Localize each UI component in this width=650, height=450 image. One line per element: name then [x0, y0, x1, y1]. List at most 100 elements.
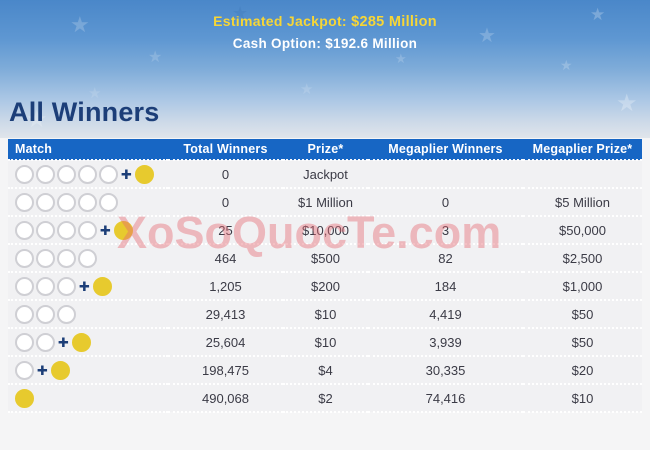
total-winners-cell: 490,068 [202, 390, 249, 406]
megaplier-winners-cell: 3,939 [429, 334, 462, 350]
match-cell: ✚ [8, 272, 168, 300]
table-row: ✚ 25,604 $10 3,939 $50 [8, 328, 642, 356]
table-row: 0 $1 Million 0 $5 Million [8, 188, 642, 216]
prize-cell: Jackpot [303, 166, 348, 182]
megaplier-winners-cell: 82 [438, 250, 453, 266]
white-ball-icon [36, 248, 55, 268]
match-balls: ✚ [15, 276, 168, 296]
megaplier-winners-cell [368, 160, 523, 188]
cash-option-label: Cash Option: [232, 36, 322, 51]
match-cell [8, 300, 168, 328]
megaplier-winners-cell: 184 [434, 278, 457, 294]
white-ball-icon [57, 192, 76, 212]
match-balls: ✚ [15, 220, 168, 240]
prize-cell: $4 [318, 362, 333, 378]
header-match: Match [8, 139, 168, 160]
header-megaplier-winners: Megaplier Winners [368, 139, 523, 160]
hero-banner: ★ ★ ★ ★ ★ ★ ★ ★ ★ ★ ★ Estimated Jackpot:… [0, 0, 650, 138]
white-ball-icon [15, 164, 34, 184]
white-ball-icon [36, 304, 55, 324]
plus-icon: ✚ [58, 334, 69, 350]
star-icon: ★ [395, 51, 407, 66]
match-balls [15, 388, 168, 408]
prize-cell: $10 [314, 306, 337, 322]
white-ball-icon [57, 304, 76, 324]
white-ball-icon [57, 220, 76, 240]
match-balls [15, 304, 168, 324]
prize-cell: $10,000 [302, 222, 349, 238]
winners-table-container: Match Total Winners Prize* Megaplier Win… [8, 139, 642, 413]
table-row: 29,413 $10 4,419 $50 [8, 300, 642, 328]
megaplier-prize-cell [523, 160, 642, 188]
white-ball-icon [15, 304, 34, 324]
megaplier-prize-cell: $2,500 [562, 250, 603, 266]
white-ball-icon [36, 220, 55, 240]
table-row: ✚ 198,475 $4 30,335 $20 [8, 356, 642, 384]
white-ball-icon [36, 164, 55, 184]
white-ball-icon [99, 192, 118, 212]
white-ball-icon [78, 220, 97, 240]
white-ball-icon [15, 360, 34, 380]
match-balls: ✚ [15, 332, 168, 352]
megaplier-prize-cell: $5 Million [555, 194, 610, 210]
white-ball-icon [78, 248, 97, 268]
total-winners-cell: 0 [221, 166, 230, 182]
table-row: 464 $500 82 $2,500 [8, 244, 642, 272]
estimated-jackpot-label: Estimated Jackpot: [213, 13, 347, 29]
white-ball-icon [15, 332, 34, 352]
megaplier-winners-cell: 74,416 [425, 390, 466, 406]
white-ball-icon [57, 276, 76, 296]
total-winners-cell: 25 [218, 222, 233, 238]
megaplier-prize-cell: $50 [571, 306, 594, 322]
total-winners-cell: 0 [221, 194, 230, 210]
megaplier-winners-cell: 4,419 [429, 306, 462, 322]
match-cell [8, 384, 168, 412]
mega-ball-icon [113, 220, 133, 240]
white-ball-icon [15, 276, 34, 296]
white-ball-icon [78, 192, 97, 212]
table-row: ✚ 25 $10,000 3 $50,000 [8, 216, 642, 244]
white-ball-icon [36, 192, 55, 212]
mega-ball-icon [71, 332, 91, 352]
prize-cell: $200 [311, 278, 340, 294]
megaplier-prize-cell: $10 [571, 390, 594, 406]
plus-icon: ✚ [100, 222, 111, 238]
prize-cell: $1 Million [298, 194, 353, 210]
winners-table-body: ✚ 0 Jackpot 0 $1 Million 0 $5 Million ✚ 25 $10,00… [8, 160, 642, 412]
match-cell: ✚ [8, 328, 168, 356]
megaplier-prize-cell: $1,000 [562, 278, 603, 294]
match-balls: ✚ [15, 360, 168, 380]
match-balls [15, 248, 168, 268]
plus-icon: ✚ [79, 278, 90, 294]
star-icon: ★ [300, 81, 314, 98]
cash-option-value: $192.6 Million [325, 36, 418, 51]
star-icon: ★ [560, 57, 573, 73]
mega-ball-icon [134, 164, 154, 184]
mega-ball-icon [50, 360, 70, 380]
prize-cell: $500 [311, 250, 340, 266]
total-winners-cell: 464 [214, 250, 237, 266]
megaplier-winners-cell: 0 [441, 194, 450, 210]
star-icon: ★ [616, 90, 638, 117]
table-header-row: Match Total Winners Prize* Megaplier Win… [8, 139, 642, 160]
winners-table: Match Total Winners Prize* Megaplier Win… [8, 139, 642, 413]
white-ball-icon [57, 248, 76, 268]
match-cell [8, 188, 168, 216]
table-row: ✚ 1,205 $200 184 $1,000 [8, 272, 642, 300]
white-ball-icon [36, 276, 55, 296]
match-cell: ✚ [8, 216, 168, 244]
megaplier-prize-cell: $20 [571, 362, 594, 378]
estimated-jackpot: Estimated Jackpot: $285 Million [0, 0, 650, 30]
mega-ball-icon [15, 388, 34, 408]
plus-icon: ✚ [37, 362, 48, 378]
megaplier-winners-cell: 30,335 [425, 362, 466, 378]
match-cell [8, 244, 168, 272]
star-icon: ★ [148, 49, 163, 66]
header-prize: Prize* [283, 139, 368, 160]
white-ball-icon [15, 192, 34, 212]
match-cell: ✚ [8, 356, 168, 384]
total-winners-cell: 29,413 [205, 306, 246, 322]
white-ball-icon [99, 164, 118, 184]
white-ball-icon [36, 332, 55, 352]
white-ball-icon [57, 164, 76, 184]
